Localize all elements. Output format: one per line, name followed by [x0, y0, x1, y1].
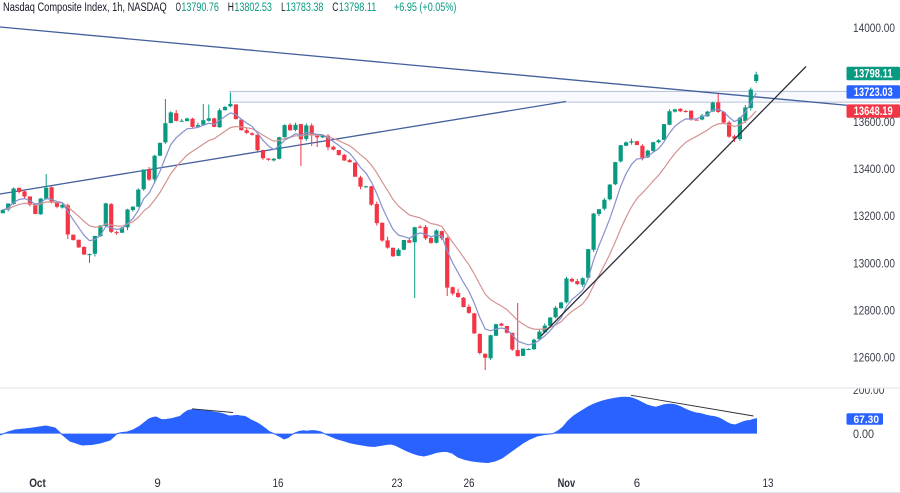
- svg-text:13000.00: 13000.00: [853, 259, 895, 271]
- svg-text:200.00: 200.00: [853, 385, 885, 397]
- svg-text:16: 16: [273, 478, 284, 490]
- svg-text:Nov: Nov: [558, 478, 576, 490]
- svg-text:13400.00: 13400.00: [853, 164, 895, 176]
- svg-text:13798.11: 13798.11: [854, 69, 893, 81]
- svg-text:O: O: [176, 2, 181, 14]
- svg-text:13798.11: 13798.11: [339, 2, 377, 14]
- svg-text:+6.95 (+0.05%): +6.95 (+0.05%): [394, 2, 457, 14]
- svg-text:Nasdaq Composite Index, 1h, NA: Nasdaq Composite Index, 1h, NASDAQ: [3, 2, 167, 14]
- svg-text:13790.76: 13790.76: [181, 2, 219, 14]
- svg-text:13783.38: 13783.38: [286, 2, 324, 14]
- svg-text:12800.00: 12800.00: [853, 306, 895, 318]
- svg-text:26: 26: [464, 478, 475, 490]
- svg-text:13200.00: 13200.00: [853, 211, 895, 223]
- svg-text:6: 6: [634, 478, 640, 490]
- svg-text:13648.19: 13648.19: [854, 106, 893, 118]
- svg-text:14000.00: 14000.00: [853, 23, 895, 35]
- svg-text:Oct: Oct: [29, 478, 46, 490]
- svg-text:13600.00: 13600.00: [853, 117, 895, 129]
- svg-text:13: 13: [763, 478, 774, 490]
- svg-text:23: 23: [392, 478, 403, 490]
- svg-text:0.00: 0.00: [853, 429, 874, 441]
- svg-text:H: H: [228, 2, 234, 14]
- svg-text:13802.53: 13802.53: [234, 2, 272, 14]
- svg-text:13723.03: 13723.03: [854, 87, 893, 99]
- svg-text:L: L: [281, 2, 286, 14]
- svg-text:12600.00: 12600.00: [853, 353, 895, 365]
- svg-text:C: C: [332, 2, 338, 14]
- svg-text:67.30: 67.30: [854, 414, 880, 426]
- svg-text:9: 9: [154, 478, 160, 490]
